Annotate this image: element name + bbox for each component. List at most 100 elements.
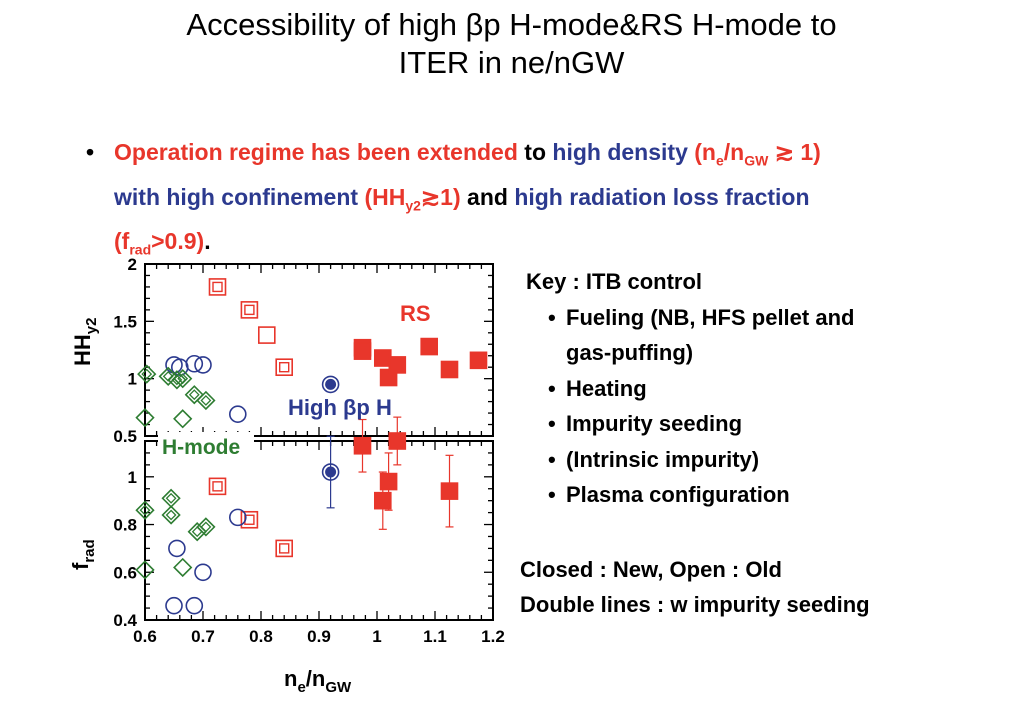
point-rs [440,482,459,500]
plot-hhy2: 2 1.5 1 0.5 [113,255,494,446]
point-high-p-h [229,508,247,527]
bullet-seg-5: with high confinement [114,183,359,210]
page-title: Accessibility of high βp H-mode&RS H-mod… [0,6,1023,82]
point-rs [208,278,227,296]
bullet-seg-9-sub: rad [129,241,152,258]
point-h-mode-inner [141,368,153,380]
note-line-1: Closed : New, Open : Old [520,557,782,582]
key-item-0-cont: gas-puffing) [566,340,694,365]
point-rs-inner [212,281,223,293]
bullet-seg-9a: (f [114,228,130,255]
point-high-p-h [185,354,204,373]
point-rs [208,477,227,496]
point-high-p-h [229,405,247,424]
point-h-mode-inner [177,373,189,385]
bullet-seg-1: Operation regime has been extended [114,139,518,165]
point-h-mode [135,408,155,428]
key-item-1: Heating [526,371,854,407]
point-h-mode [173,557,193,578]
point-h-mode [161,488,181,508]
point-h-mode-inner [200,395,212,406]
point-high-p-h [194,563,212,582]
bullet-seg-7: and [460,183,515,210]
bullet-seg-6b: ≳1) [420,183,461,210]
point-high-p-h [321,375,340,394]
point-h-mode-inner [139,504,151,516]
point-h-mode-inner [188,389,200,401]
point-rs [373,349,392,367]
bullet-seg-2: to [517,139,553,165]
point-rs [353,436,372,455]
point-h-mode [161,505,181,525]
key-item-3: (Intrinsic impurity) [526,442,854,478]
point-rs [240,301,259,319]
title-line-1: Accessibility of high βp H-mode&RS H-mod… [186,7,837,42]
y-tick-label-top: 2 [128,255,137,274]
bullet-seg-3: high density [552,139,688,165]
bullet-seg-4-sub: e [715,152,724,169]
point-h-mode-inner [165,492,177,504]
point-h-mode-inner [165,509,177,521]
key-item-0: Fueling (NB, HFS pellet and [526,300,854,336]
y-tick-label-top: 1 [128,370,137,389]
y-tick-label-bot: 0.4 [113,611,137,630]
bullet-text: Operation regime has been extended to hi… [114,134,906,268]
bullet-seg-4: (ne/nGW ≳ 1) [694,139,821,169]
point-h-mode [135,560,155,580]
point-h-mode [196,517,216,537]
point-rs-inner [244,304,255,316]
y-tick-label-bot: 1 [128,468,137,487]
point-h-mode [167,370,187,390]
y-tick-label-top: 0.5 [113,427,137,446]
point-rs-inner [279,362,290,373]
notes: Closed : New, Open : Old Double lines : … [520,552,870,622]
bullet-seg-6a: (HH [364,183,406,210]
point-h-mode [173,369,193,389]
bullet-seg-4c: ≳ 1) [768,139,821,165]
bullet-seg-6: (HHy2≳1) [364,183,461,214]
annotation-rs: RS [400,301,431,326]
point-h-mode [184,385,204,405]
plot-frame-bot [144,440,494,621]
point-h-mode-inner [191,526,203,538]
x-tick-label: 0.8 [249,627,273,646]
point-high-p-h [165,596,183,615]
point-rs [420,337,439,356]
bullet-seg-8: high radiation loss fraction [514,183,810,210]
point-rs [379,472,398,491]
point-rs [469,351,488,370]
bullet-seg-4-sub2: GW [744,152,769,169]
plot-frad: 10.80.60.40.6 0.7 0.8 0.9 1 1.1 1.2 [113,416,505,646]
annotation-high-betap: High βp H [288,395,392,420]
y-axis-label-hhy2: HHy2 [70,318,100,366]
point-h-mode [137,364,157,384]
point-rs [373,491,392,510]
point-h-mode [196,390,216,411]
point-rs-inner [279,543,290,554]
bullet-seg-10: . [204,228,211,255]
point-rs [388,432,407,450]
title-line-2: ITER in ne/nGW [398,45,625,80]
x-tick-label: 1.2 [481,627,505,646]
point-high-p-h-inner [325,378,337,390]
key-heading: Key : ITB control [526,269,703,294]
h-mode-label-backdrop [158,432,254,460]
point-high-p-h [321,463,340,481]
note-line-2: Double lines : w impurity seeding [520,592,870,617]
y-axis-label-frad: frad [68,539,98,570]
point-rs [275,539,294,558]
y-tick-label-bot: 0.6 [113,563,137,582]
point-h-mode [135,500,155,520]
point-h-mode-inner [162,370,174,382]
bullet-seg-9: (frad>0.9) [114,228,205,258]
point-high-p-h [185,596,204,615]
point-rs [240,510,259,529]
bullet-dot: • [86,139,95,165]
bullet-point: • Operation regime has been extended to … [86,134,906,268]
point-h-mode-inner [200,521,212,533]
bullet-seg-9b: >0.9) [151,228,205,255]
point-rs-inner [212,481,223,492]
x-axis-label: ne/nGW [284,666,352,696]
point-high-p-h [168,539,186,558]
